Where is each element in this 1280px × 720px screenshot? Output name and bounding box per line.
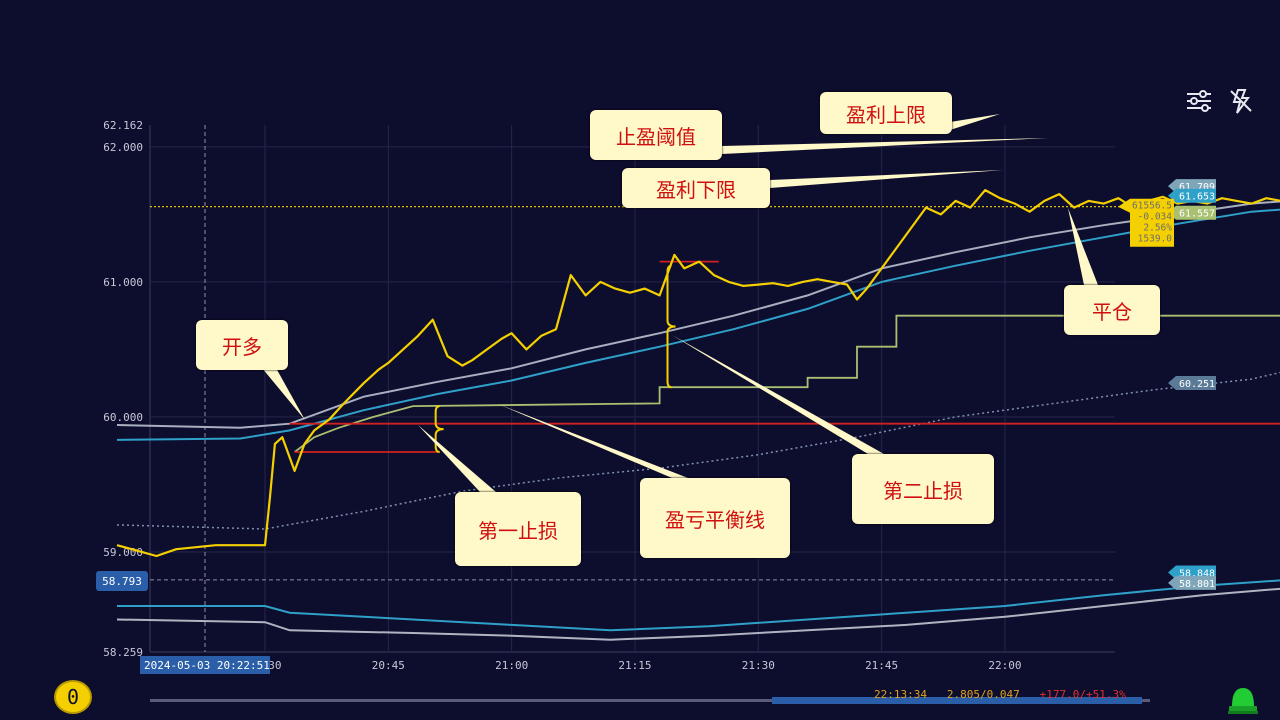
x-tick-label: 20:45: [372, 659, 405, 672]
lower-gray-series: [116, 587, 1280, 641]
price-box-line: -0.034: [1138, 212, 1173, 223]
right-tag-label: 58.848: [1179, 568, 1215, 579]
right-tag: 60.251: [1168, 376, 1216, 391]
right-tag: 58.801: [1168, 575, 1216, 590]
callout-close-position: 平仓: [1064, 285, 1160, 335]
first-stop-brace: [434, 405, 444, 454]
leader-open-long: [262, 368, 305, 420]
crosshair-price-tag: 58.793: [96, 571, 148, 591]
callout-profit-lower-limit: 盈利下限: [622, 168, 770, 208]
lower-cyan-series: [117, 579, 1280, 632]
right-tag-label: 61.653: [1179, 192, 1215, 203]
status-time: 22:13:34: [874, 688, 927, 701]
y-tick-label: 61.000: [103, 276, 143, 289]
y-tick-label: 58.259: [103, 646, 143, 659]
price-series: [116, 189, 1280, 558]
price-box-shape: [1118, 198, 1174, 247]
sliders-icon[interactable]: [1184, 86, 1214, 116]
y-tick-label: 62.000: [103, 141, 143, 154]
crosshair-date-tag: 2024-05-03 20:22:51: [140, 656, 270, 674]
right-tag-shape: [1168, 376, 1216, 391]
leader-take-profit-threshold: [722, 138, 1048, 154]
callout-open-long: 开多: [196, 320, 288, 370]
leader-first-stop: [418, 425, 496, 492]
trail-dotted-series: [116, 371, 1280, 530]
grid: [149, 125, 1115, 653]
green-alarm-light-icon[interactable]: [1226, 682, 1260, 714]
x-tick-label: 21:30: [742, 659, 775, 672]
right-tag-shape: [1168, 205, 1216, 220]
mid-band-series: [116, 208, 1280, 441]
x-tick-label: 22:00: [988, 659, 1021, 672]
status-pnl: +177.0/+51.3%: [1039, 688, 1126, 701]
status-bar: 22:13:34 2.805/0.047 +177.0/+51.3%: [874, 688, 1126, 701]
right-tag-label: 61.557: [1179, 209, 1215, 220]
price-box-line: 2.56%: [1143, 223, 1172, 234]
y-tick-label: 62.162: [103, 119, 143, 132]
status-ratio: 2.805/0.047: [946, 688, 1020, 701]
second-stop-brace: [666, 264, 676, 389]
x-tick-label: 21:00: [495, 659, 528, 672]
leader-second-stop: [672, 335, 884, 454]
right-tag-label: 58.801: [1179, 579, 1215, 590]
leader-profit-lower-limit: [770, 170, 1003, 188]
callout-leaders: [262, 114, 1098, 492]
right-tag-label: 60.251: [1179, 379, 1215, 390]
callout-first-stop: 第一止损: [455, 492, 581, 566]
scrollbar[interactable]: [150, 697, 1150, 705]
callout-breakeven-line: 盈亏平衡线: [640, 478, 790, 558]
callout-profit-upper-limit: 盈利上限: [820, 92, 952, 134]
x-tick-label: 21:45: [865, 659, 898, 672]
callout-second-stop: 第二止损: [852, 454, 994, 524]
leader-breakeven-line: [498, 404, 688, 478]
y-tick-label: 60.000: [103, 411, 143, 424]
x-tick-label: 21:15: [618, 659, 651, 672]
flash-off-icon[interactable]: [1226, 86, 1256, 116]
right-tag-label: 61.709: [1179, 182, 1215, 193]
leader-close-position: [1068, 208, 1098, 285]
right-tag: 61.653: [1168, 188, 1216, 203]
price-box-line: 61556.5: [1132, 201, 1172, 212]
callout-take-profit-threshold: 止盈阈值: [590, 110, 722, 160]
right-tag-shape: [1168, 575, 1216, 590]
right-tag-shape: [1168, 188, 1216, 203]
right-tag: 61.557: [1168, 205, 1216, 220]
leader-profit-upper-limit: [950, 114, 1000, 130]
coin-icon[interactable]: 0: [54, 680, 92, 714]
price-box-line: 1539.0: [1138, 234, 1173, 245]
